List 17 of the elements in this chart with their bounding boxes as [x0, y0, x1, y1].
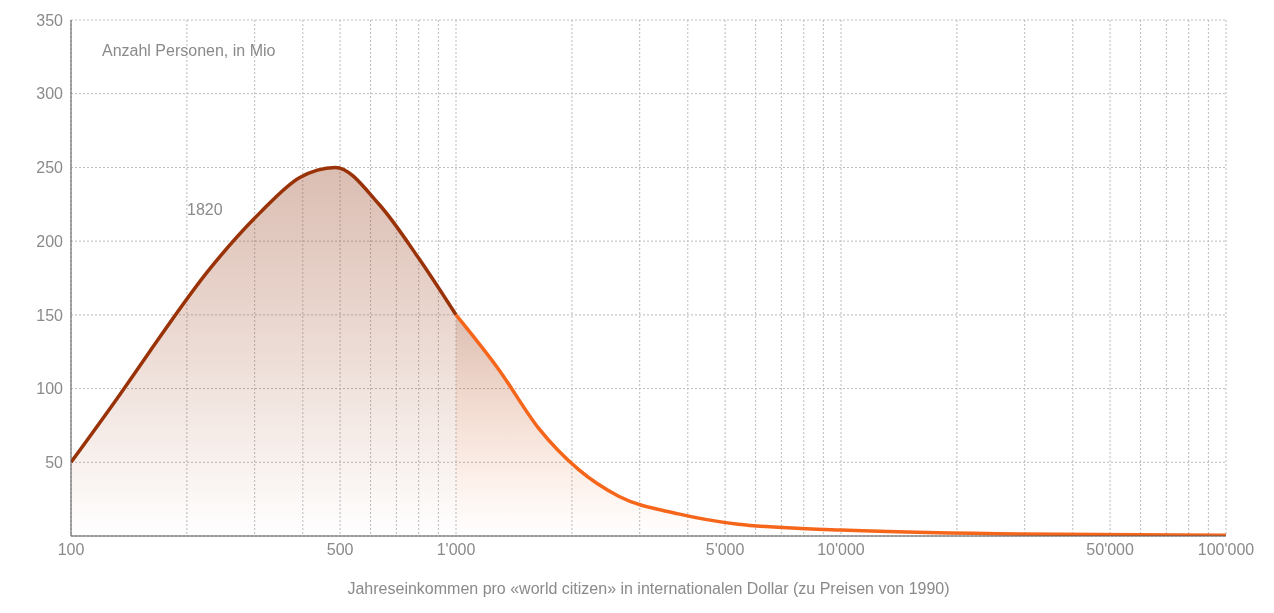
- y-tick-label: 250: [36, 159, 64, 177]
- x-axis-title: Jahreseinkommen pro «world citizen» in internationalen Dollar (zu Preisen von 1990): [347, 580, 950, 597]
- x-tick-label: 100: [57, 541, 85, 559]
- y-tick-label: 200: [36, 232, 64, 250]
- x-tick-label: 5'000: [705, 541, 745, 559]
- y-tick-label: 150: [36, 306, 64, 324]
- x-tick-label: 100'000: [1197, 541, 1255, 559]
- x-tick-label: 10'000: [817, 541, 865, 559]
- x-tick-label: 50'000: [1086, 541, 1134, 559]
- y-axis-title: Anzahl Personen, in Mio: [102, 42, 276, 60]
- y-tick-label: 100: [36, 380, 64, 398]
- y-tick-label: 350: [36, 11, 64, 29]
- y-tick-label: 50: [45, 453, 64, 471]
- annotation: 1820: [187, 201, 223, 219]
- x-tick-label: 500: [326, 541, 354, 559]
- y-tick-label: 300: [36, 85, 64, 103]
- x-tick-label: 1'000: [436, 541, 476, 559]
